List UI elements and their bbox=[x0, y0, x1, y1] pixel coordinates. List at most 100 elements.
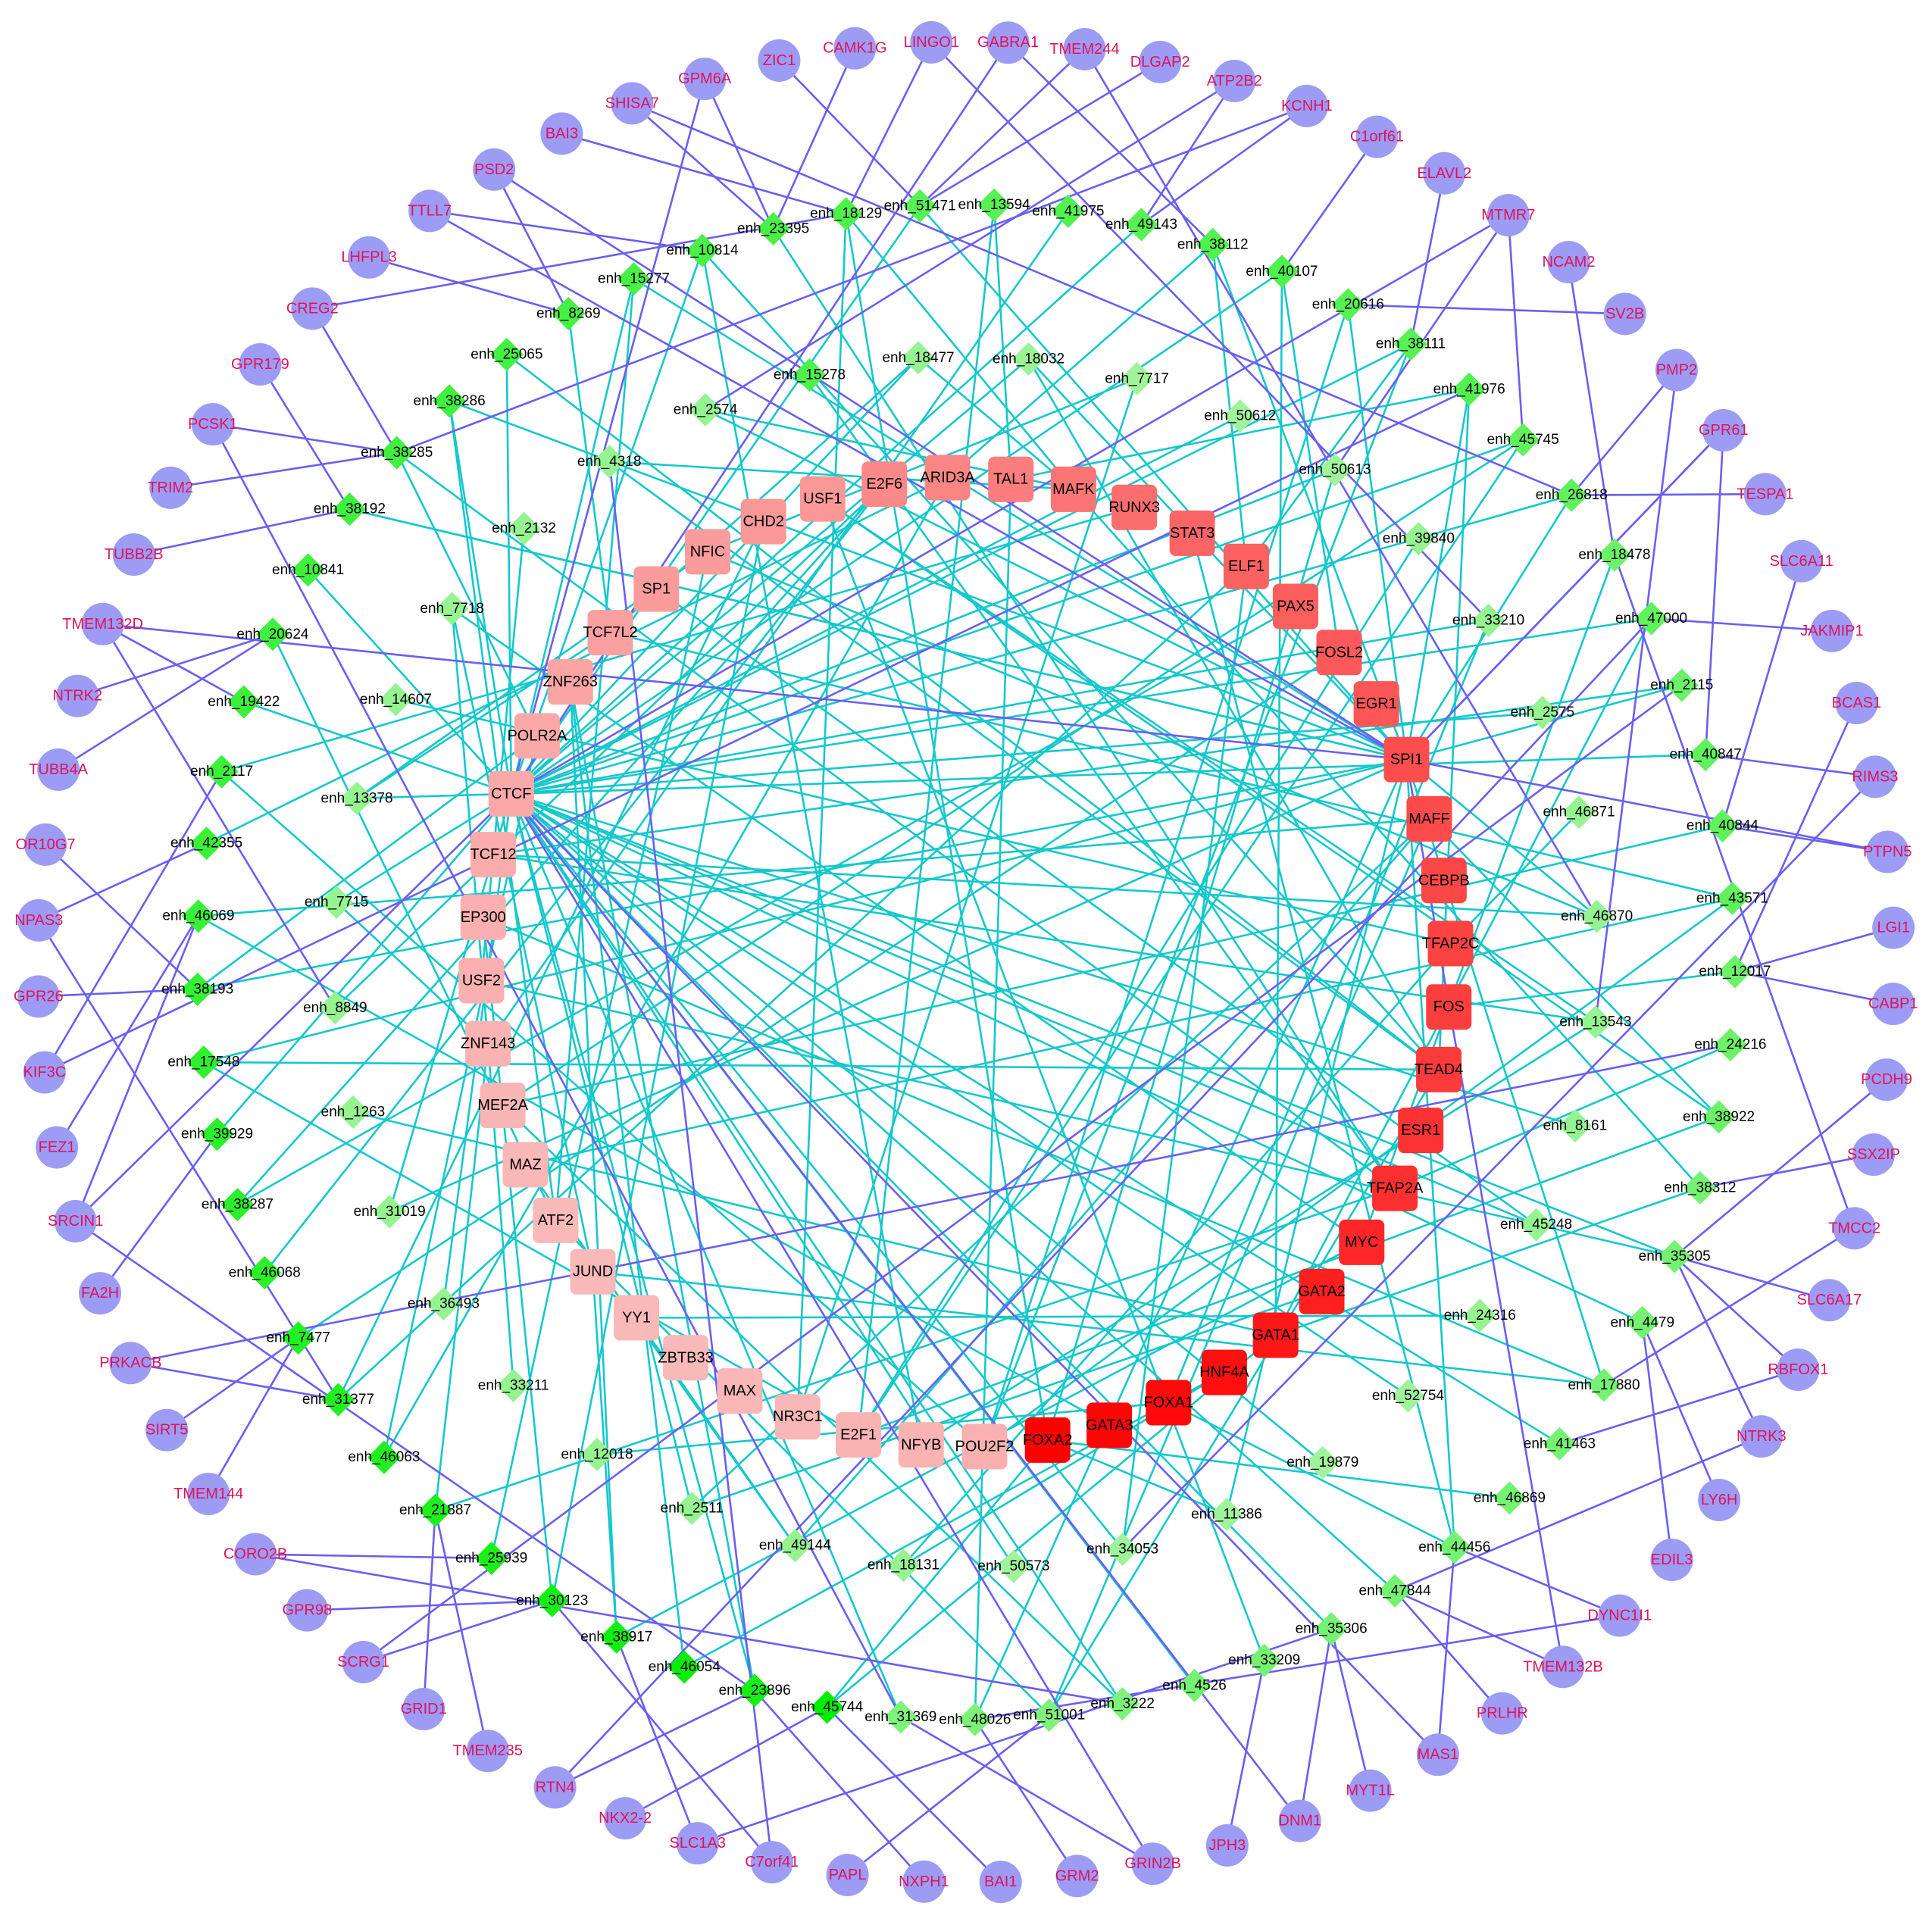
enhancer-node-enh-7718[interactable]: enh_7718 bbox=[420, 592, 484, 626]
enhancer-node-enh-18129[interactable]: enh_18129 bbox=[810, 197, 882, 231]
gene-node-rtn4[interactable]: RTN4 bbox=[533, 1766, 577, 1809]
enhancer-node-enh-23395[interactable]: enh_23395 bbox=[737, 211, 809, 245]
tf-node-myc[interactable]: MYC bbox=[1339, 1219, 1385, 1265]
gene-node-tubb2b[interactable]: TUBB2B bbox=[105, 533, 164, 577]
enhancer-node-enh-23896[interactable]: enh_23896 bbox=[719, 1673, 791, 1708]
enhancer-node-enh-11386[interactable]: enh_11386 bbox=[1191, 1497, 1262, 1531]
tf-node-yy1[interactable]: YY1 bbox=[614, 1295, 660, 1341]
enhancer-node-enh-33209[interactable]: enh_33209 bbox=[1228, 1643, 1300, 1677]
gene-node-psd2[interactable]: PSD2 bbox=[473, 148, 516, 191]
gene-node-lgi1[interactable]: LGI1 bbox=[1872, 906, 1915, 949]
enhancer-node-enh-8269[interactable]: enh_8269 bbox=[536, 297, 601, 331]
enhancer-node-enh-17880[interactable]: enh_17880 bbox=[1568, 1368, 1640, 1402]
tf-node-chd2[interactable]: CHD2 bbox=[740, 498, 786, 545]
enhancer-node-enh-1263[interactable]: enh_1263 bbox=[321, 1095, 386, 1129]
enhancer-node-enh-48026[interactable]: enh_48026 bbox=[939, 1702, 1011, 1736]
gene-node-edil3[interactable]: EDIL3 bbox=[1650, 1538, 1693, 1581]
gene-node-jph3[interactable]: JPH3 bbox=[1205, 1823, 1249, 1867]
gene-node-tmem235[interactable]: TMEM235 bbox=[453, 1730, 523, 1773]
gene-node-c1orf61[interactable]: C1orf61 bbox=[1350, 115, 1404, 158]
enhancer-node-enh-7715[interactable]: enh_7715 bbox=[305, 885, 369, 919]
enhancer-node-enh-31019[interactable]: enh_31019 bbox=[354, 1195, 426, 1229]
enhancer-node-enh-31377[interactable]: enh_31377 bbox=[302, 1383, 374, 1417]
enhancer-node-enh-10841[interactable]: enh_10841 bbox=[272, 553, 344, 587]
gene-node-ntrk3[interactable]: NTRK3 bbox=[1737, 1415, 1787, 1458]
gene-node-papl[interactable]: PAPL bbox=[826, 1854, 869, 1897]
gene-node-ly6h[interactable]: LY6H bbox=[1698, 1478, 1741, 1521]
gene-node-ncam2[interactable]: NCAM2 bbox=[1542, 241, 1595, 284]
enhancer-node-enh-21887[interactable]: enh_21887 bbox=[399, 1493, 471, 1527]
gene-node-mtmr7[interactable]: MTMR7 bbox=[1481, 194, 1535, 237]
enhancer-node-enh-42355[interactable]: enh_42355 bbox=[170, 827, 242, 861]
tf-node-fosl2[interactable]: FOSL2 bbox=[1315, 630, 1363, 676]
enhancer-node-enh-13378[interactable]: enh_13378 bbox=[321, 781, 393, 815]
gene-node-trim2[interactable]: TRIM2 bbox=[148, 466, 193, 509]
gene-node-cabp1[interactable]: CABP1 bbox=[1868, 983, 1918, 1026]
gene-node-gpr61[interactable]: GPR61 bbox=[1699, 408, 1749, 452]
tf-node-ctcf[interactable]: CTCF bbox=[488, 770, 534, 817]
gene-node-slc6a17[interactable]: SLC6A17 bbox=[1797, 1279, 1862, 1322]
gene-node-lhfpl3[interactable]: LHFPL3 bbox=[341, 236, 397, 279]
enhancer-node-enh-26818[interactable]: enh_26818 bbox=[1536, 478, 1608, 512]
enhancer-node-enh-51471[interactable]: enh_51471 bbox=[884, 189, 956, 223]
tf-node-znf143[interactable]: ZNF143 bbox=[461, 1020, 515, 1067]
enhancer-node-enh-14607[interactable]: enh_14607 bbox=[360, 683, 432, 717]
gene-node-c7orf41[interactable]: C7orf41 bbox=[745, 1841, 799, 1884]
enhancer-node-enh-46068[interactable]: enh_46068 bbox=[229, 1256, 301, 1290]
enhancer-node-enh-3222[interactable]: enh_3222 bbox=[1090, 1687, 1155, 1721]
tf-node-atf2[interactable]: ATF2 bbox=[533, 1197, 579, 1243]
tf-node-esr1[interactable]: ESR1 bbox=[1398, 1108, 1444, 1154]
enhancer-node-enh-17548[interactable]: enh_17548 bbox=[167, 1045, 239, 1080]
enhancer-node-enh-2117[interactable]: enh_2117 bbox=[190, 755, 253, 789]
tf-node-spi1[interactable]: SPI1 bbox=[1383, 736, 1430, 783]
enhancer-node-enh-20624[interactable]: enh_20624 bbox=[236, 617, 309, 652]
tf-node-foxa1[interactable]: FOXA1 bbox=[1144, 1380, 1194, 1426]
gene-node-zic1[interactable]: ZIC1 bbox=[758, 39, 801, 82]
gene-node-bai1[interactable]: BAI1 bbox=[979, 1861, 1022, 1904]
gene-node-sv2b[interactable]: SV2B bbox=[1603, 292, 1646, 336]
tf-node-cebpb[interactable]: CEBPB bbox=[1418, 858, 1470, 904]
enhancer-node-enh-45744[interactable]: enh_45744 bbox=[791, 1690, 864, 1724]
gene-node-bcas1[interactable]: BCAS1 bbox=[1832, 681, 1882, 724]
enhancer-node-enh-13543[interactable]: enh_13543 bbox=[1559, 1005, 1631, 1039]
enhancer-node-enh-38922[interactable]: enh_38922 bbox=[1683, 1100, 1755, 1134]
tf-node-polr2a[interactable]: POLR2A bbox=[507, 713, 567, 759]
enhancer-node-enh-33211[interactable]: enh_33211 bbox=[478, 1368, 549, 1402]
enhancer-node-enh-35305[interactable]: enh_35305 bbox=[1639, 1239, 1711, 1273]
enhancer-node-enh-8161[interactable]: enh_8161 bbox=[1543, 1109, 1608, 1143]
gene-node-ttll7[interactable]: TTLL7 bbox=[408, 189, 452, 233]
gene-node-gpr26[interactable]: GPR26 bbox=[14, 975, 64, 1018]
tf-node-usf1[interactable]: USF1 bbox=[799, 476, 846, 522]
enhancer-node-enh-45248[interactable]: enh_45248 bbox=[1500, 1208, 1572, 1242]
enhancer-node-enh-50612[interactable]: enh_50612 bbox=[1204, 398, 1276, 433]
gene-node-dlgap2[interactable]: DLGAP2 bbox=[1130, 40, 1190, 83]
tf-node-foxa2[interactable]: FOXA2 bbox=[1023, 1417, 1073, 1463]
enhancer-node-enh-49143[interactable]: enh_49143 bbox=[1105, 208, 1177, 242]
enhancer-node-enh-41975[interactable]: enh_41975 bbox=[1032, 194, 1104, 228]
enhancer-node-enh-41463[interactable]: enh_41463 bbox=[1524, 1427, 1596, 1461]
tf-node-hnf4a[interactable]: HNF4A bbox=[1199, 1349, 1249, 1395]
tf-node-jund[interactable]: JUND bbox=[570, 1248, 616, 1295]
gene-node-tmem244[interactable]: TMEM244 bbox=[1049, 27, 1120, 70]
enhancer-node-enh-40107[interactable]: enh_40107 bbox=[1246, 255, 1318, 289]
tf-node-e2f6[interactable]: E2F6 bbox=[861, 461, 908, 508]
tf-node-pou2f2[interactable]: POU2F2 bbox=[955, 1423, 1014, 1470]
enhancer-node-enh-2575[interactable]: enh_2575 bbox=[1511, 695, 1575, 730]
gene-node-gpr179[interactable]: GPR179 bbox=[231, 343, 289, 386]
enhancer-node-enh-38192[interactable]: enh_38192 bbox=[314, 492, 386, 527]
tf-node-nfyb[interactable]: NFYB bbox=[898, 1422, 944, 1468]
enhancer-node-enh-18032[interactable]: enh_18032 bbox=[993, 342, 1064, 376]
tf-node-tal1[interactable]: TAL1 bbox=[988, 456, 1034, 502]
gene-node-rims3[interactable]: RIMS3 bbox=[1852, 755, 1898, 798]
enhancer-node-enh-47000[interactable]: enh_47000 bbox=[1615, 602, 1687, 636]
gene-node-grin2b[interactable]: GRIN2B bbox=[1124, 1842, 1181, 1886]
gene-node-kif3c[interactable]: KIF3C bbox=[23, 1051, 66, 1094]
gene-node-tmem132d[interactable]: TMEM132D bbox=[62, 602, 143, 645]
enhancer-node-enh-45745[interactable]: enh_45745 bbox=[1487, 423, 1559, 457]
enhancer-node-enh-19879[interactable]: enh_19879 bbox=[1286, 1445, 1358, 1480]
gene-node-gabra1[interactable]: GABRA1 bbox=[977, 21, 1039, 64]
enhancer-node-enh-38917[interactable]: enh_38917 bbox=[580, 1620, 652, 1654]
enhancer-node-enh-46069[interactable]: enh_46069 bbox=[162, 899, 234, 933]
gene-node-tmem144[interactable]: TMEM144 bbox=[174, 1473, 243, 1516]
tf-node-nfic[interactable]: NFIC bbox=[685, 529, 731, 575]
